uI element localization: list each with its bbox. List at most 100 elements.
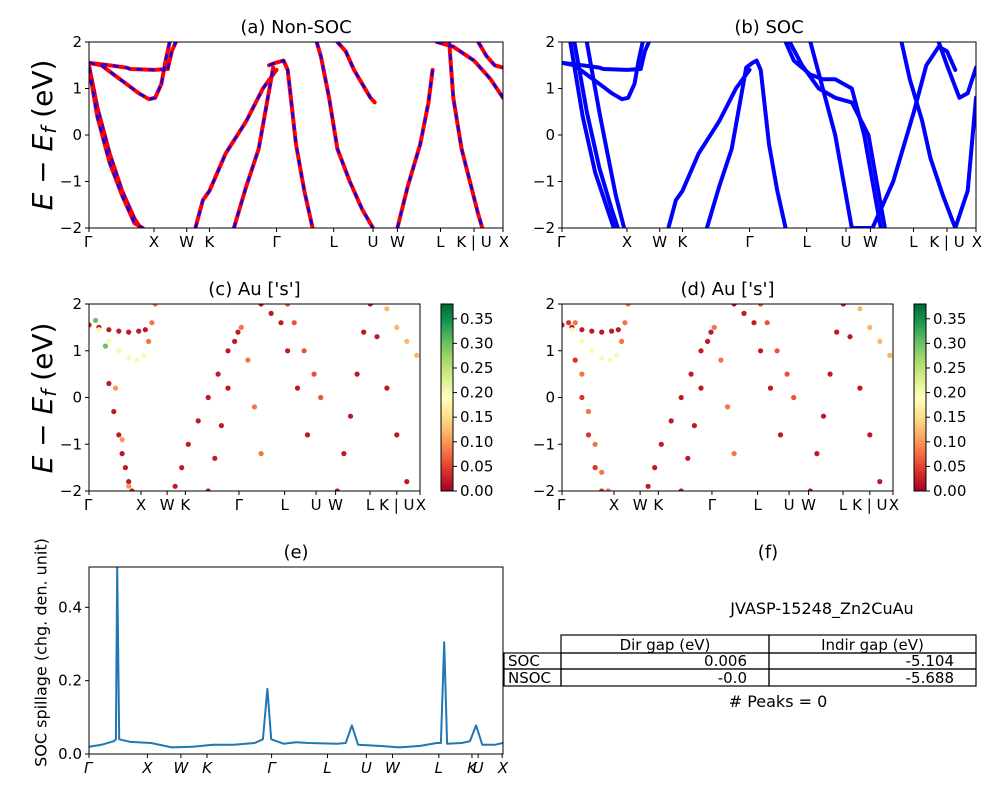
point-c-6-1 xyxy=(179,465,185,471)
point-d-12-0 xyxy=(857,306,863,312)
series-b-5 xyxy=(666,67,752,228)
series-a-13 xyxy=(447,42,485,228)
point-d-0-3 xyxy=(589,328,595,334)
xtick-label-c-0: Γ xyxy=(84,496,93,514)
point-d-10-2 xyxy=(820,413,827,419)
point-c-9-4 xyxy=(294,385,301,391)
xtick-label-d-2: W xyxy=(633,496,648,514)
point-c-11-0 xyxy=(334,488,340,491)
panel-title-a: (a) Non-SOC xyxy=(240,17,351,38)
xtick-label-c-1: X xyxy=(136,496,146,514)
table-cell-1-1: 0.006 xyxy=(704,652,747,670)
xtick-label-e-11: X xyxy=(497,759,509,777)
colorbar-label-c-2: 0.10 xyxy=(460,433,493,451)
series-b-8 xyxy=(787,42,887,228)
plot-area-e xyxy=(89,567,503,749)
point-d-2-3 xyxy=(585,432,592,438)
point-c-12-4 xyxy=(404,479,410,485)
point-c-5-0 xyxy=(146,338,152,344)
series-overlay-a-8 xyxy=(268,59,292,89)
point-d-6-3 xyxy=(698,385,704,391)
point-c-9-0 xyxy=(258,304,264,307)
point-c-2-1 xyxy=(102,343,109,349)
point-d-3-2 xyxy=(585,408,592,415)
point-c-6-2 xyxy=(185,441,191,447)
ytick-label-e-0: 0.0 xyxy=(58,745,82,763)
table-subtitle: JVASP-15248_Zn2CuAu xyxy=(729,599,913,619)
point-c-1-3 xyxy=(126,355,132,361)
xtick-label-e-1: X xyxy=(141,759,153,777)
point-d-1-3 xyxy=(599,355,605,361)
series-a-6 xyxy=(193,67,279,228)
table-cell-border-2-2 xyxy=(768,668,977,687)
ylabel-row2: E − Ef (eV) xyxy=(26,323,61,474)
point-d-8-2 xyxy=(751,320,757,326)
point-d-10-0 xyxy=(807,488,813,491)
point-c-8-2 xyxy=(251,404,258,410)
point-c-3-3 xyxy=(119,451,125,457)
xtick-label-a-0: Γ xyxy=(84,233,93,251)
series-overlay-a-1 xyxy=(166,42,178,70)
xtick-label-b-9: K | U xyxy=(929,233,964,251)
point-c-6-3 xyxy=(195,418,201,424)
xtick-label-a-4: Γ xyxy=(272,233,281,251)
point-c-8-0 xyxy=(238,324,244,330)
point-d-11-1 xyxy=(847,334,853,340)
point-d-5-7 xyxy=(708,329,714,335)
xtick-label-a-3: K xyxy=(205,233,216,251)
xtick-label-e-4: Γ xyxy=(267,759,277,777)
point-c-13-0 xyxy=(384,306,390,312)
point-d-6-4 xyxy=(705,338,711,344)
point-c-1-1 xyxy=(106,338,112,344)
point-c-3-0 xyxy=(106,380,112,387)
point-c-13-2 xyxy=(404,338,410,344)
series-overlay-a-11 xyxy=(336,42,376,104)
series-overlay-a-14 xyxy=(436,42,503,99)
series-b-2 xyxy=(568,42,616,228)
point-d-10-3 xyxy=(827,371,833,377)
colorbar-label-d-3: 0.15 xyxy=(933,408,966,426)
point-c-8-3 xyxy=(258,451,264,457)
point-d-3-5 xyxy=(605,488,611,491)
point-d-0-0 xyxy=(562,322,565,328)
point-d-9-0 xyxy=(758,304,764,307)
point-c-9-5 xyxy=(304,432,311,438)
series-b-9 xyxy=(808,42,958,228)
xtick-label-a-2: W xyxy=(179,233,194,251)
ytick-label-d-0: −2 xyxy=(533,482,555,500)
point-d-6-2 xyxy=(691,423,698,429)
ylabel-e: SOC spillage (chg. den. unit) xyxy=(32,538,51,767)
ytick-label-c-3: 1 xyxy=(72,342,82,360)
ytick-label-a-4: 2 xyxy=(72,33,82,51)
point-c-12-3 xyxy=(394,432,400,438)
xtick-label-b-5: L xyxy=(802,233,811,251)
ytick-label-a-0: −2 xyxy=(60,219,82,237)
table-panel: (f) JVASP-15248_Zn2CuAu Dir gap (eV) Indi… xyxy=(503,542,977,711)
point-d-2-0 xyxy=(566,320,572,326)
point-c-10-3 xyxy=(311,371,317,377)
point-d-3-0 xyxy=(572,320,578,326)
xtick-label-e-3: K xyxy=(202,759,213,777)
point-d-11-4 xyxy=(877,479,883,485)
ytick-label-e-1: 0.2 xyxy=(58,672,82,690)
point-c-5-2 xyxy=(152,304,158,307)
point-c-5-1 xyxy=(149,320,155,326)
point-c-9-2 xyxy=(278,320,284,326)
point-c-6-0 xyxy=(172,483,178,489)
xtick-label-d-8: L xyxy=(839,496,848,514)
ytick-label-a-3: 1 xyxy=(72,80,82,98)
point-c-4-2 xyxy=(126,483,132,489)
xtick-label-c-2: W xyxy=(160,496,175,514)
point-c-12-2 xyxy=(384,385,390,391)
panel-title-d: (d) Au ['s'] xyxy=(681,279,775,300)
xtick-label-b-8: L xyxy=(909,233,918,251)
xtick-label-c-4: Γ xyxy=(235,496,244,514)
plot-area-a xyxy=(89,42,503,228)
panel-title-e: (e) xyxy=(283,542,308,563)
point-c-1-0 xyxy=(96,327,102,333)
xtick-label-d-1: X xyxy=(609,496,619,514)
panel-title-c: (c) Au ['s'] xyxy=(208,279,300,300)
